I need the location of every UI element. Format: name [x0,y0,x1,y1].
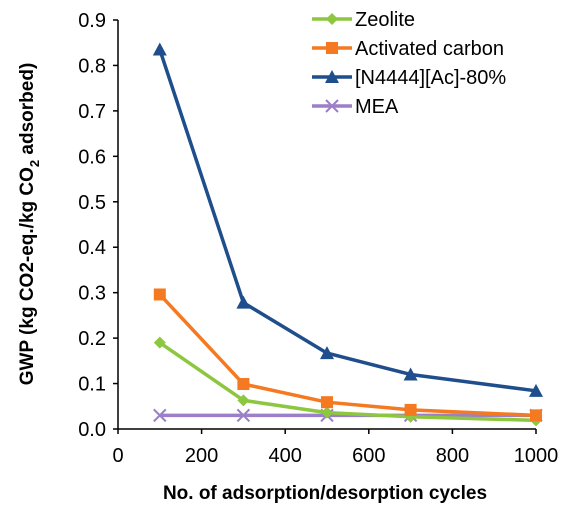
data-point-n4444-ac-80 [152,42,167,56]
data-point-zeolite [237,394,250,407]
y-tick-label: 0.6 [78,146,106,168]
legend-swatch-marker [325,70,339,83]
legend-label: Zeolite [355,9,415,31]
data-point-zeolite [153,336,166,349]
data-point-mea [153,408,167,423]
data-point-activated-carbon [530,409,542,422]
y-tick-label: 0.1 [78,374,106,396]
y-axis-title-subscript: 2 [27,160,42,167]
x-axis-title: No. of adsorption/desorption cycles [163,483,487,504]
x-tick-label: 800 [436,445,469,467]
y-tick-label: 0.3 [78,283,106,305]
data-point-activated-carbon [404,403,417,416]
series-n4444-ac-80 [152,42,543,397]
legend-swatch-marker [325,99,339,113]
data-point-n4444-ac-80 [403,367,418,381]
y-tick-label: 0.0 [78,419,106,441]
legend-label: MEA [355,96,399,118]
y-tick-label: 0.9 [78,10,106,32]
legend: Zeolite Activated carbon [N4444][Ac]-80% ME… [312,9,506,118]
data-point-n4444-ac-80 [529,383,543,397]
data-point-n4444-ac-80 [236,295,251,309]
y-tick-label: 0.4 [78,237,106,259]
data-point-mea-stroke [236,408,251,423]
series-line-n4444-ac-80 [158,48,537,393]
axes: 0.0 0.1 0.2 0.3 0.4 0.5 0.6 0.7 0.8 0.9 0 200 400 600… [78,10,558,467]
y-axis-title-part: adsorbed) [17,63,38,160]
legend-item-activated-carbon: Activated carbon [312,38,504,60]
y-tick-label: 0.8 [78,55,106,77]
legend-label: [N4444][Ac]-80% [355,67,506,89]
legend-label: Activated carbon [355,38,504,60]
data-point-activated-carbon [153,288,166,301]
x-tick-label: 600 [352,445,385,467]
x-tick-label: 0 [112,445,123,467]
legend-item-mea: MEA [312,96,399,118]
y-tick-label: 0.5 [78,192,106,214]
y-tick-label: 0.7 [78,101,106,123]
y-tick-label: 0.2 [78,328,106,350]
y-axis-title-part: GWP (kg CO2-eq./kg CO [17,167,38,385]
x-tick-label: 400 [269,445,302,467]
series-layer [152,42,543,427]
data-point-mea [236,408,251,423]
legend-item-n4444-ac-80: [N4444][Ac]-80% [312,67,506,89]
series-line-activated-carbon [158,293,537,418]
data-point-activated-carbon [237,378,250,391]
legend-swatch-marker-stroke [325,99,339,113]
x-tick-label: 200 [185,445,218,467]
series-activated-carbon [153,288,542,422]
legend-item-zeolite: Zeolite [312,9,415,31]
data-point-n4444-ac-80 [320,346,334,360]
data-point-zeolite [321,406,333,419]
y-axis-title: GWP (kg CO2-eq./kg CO2 adsorbed) [17,63,42,386]
data-point-activated-carbon [321,396,333,409]
legend-swatch-marker [326,42,338,54]
data-point-mea-stroke [153,408,167,423]
x-tick-label: 1000 [514,445,559,467]
legend-swatch-marker [326,13,338,25]
